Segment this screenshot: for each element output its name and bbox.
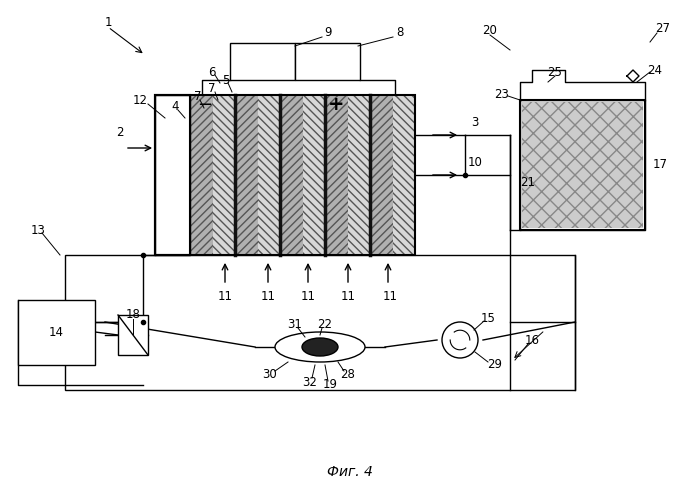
Text: 11: 11 [382, 290, 398, 304]
Text: 4: 4 [172, 101, 178, 114]
Ellipse shape [275, 332, 365, 362]
Text: 11: 11 [340, 290, 356, 304]
Bar [65, 255, 575, 390]
Text: 7: 7 [195, 89, 202, 102]
Text: 27: 27 [655, 21, 671, 35]
Text: 16: 16 [524, 333, 540, 346]
Text: 6: 6 [209, 65, 216, 79]
Bar [295, 43, 360, 80]
Text: Фиг. 4: Фиг. 4 [327, 465, 373, 479]
Bar [118, 315, 148, 355]
Bar [325, 95, 347, 255]
Text: 8: 8 [396, 26, 404, 40]
Text: 12: 12 [132, 94, 148, 106]
Text: 15: 15 [481, 311, 496, 325]
Text: 24: 24 [648, 63, 662, 77]
Text: 2: 2 [116, 126, 124, 140]
Text: 25: 25 [547, 65, 562, 79]
Bar [520, 100, 645, 230]
Text: 23: 23 [495, 88, 510, 102]
Ellipse shape [302, 338, 338, 356]
Bar [230, 43, 295, 80]
Text: 13: 13 [31, 224, 46, 237]
Bar [520, 100, 645, 230]
Bar [190, 95, 415, 255]
Text: 5: 5 [223, 74, 230, 86]
Text: 11: 11 [260, 290, 276, 304]
Bar [155, 95, 190, 255]
Bar [393, 95, 415, 255]
Text: 32: 32 [302, 375, 317, 388]
Text: 18: 18 [125, 308, 141, 322]
Bar [280, 95, 302, 255]
Text: 20: 20 [482, 23, 498, 37]
Bar [258, 95, 280, 255]
Text: 29: 29 [487, 359, 503, 371]
Bar [213, 95, 235, 255]
Text: 10: 10 [468, 157, 482, 169]
Text: 3: 3 [471, 117, 479, 129]
Text: 19: 19 [323, 379, 337, 391]
Text: −: − [197, 96, 213, 114]
Text: 31: 31 [288, 319, 302, 331]
Bar [18, 300, 95, 365]
Text: +: + [328, 96, 344, 115]
Text: 28: 28 [341, 368, 356, 382]
Text: 11: 11 [300, 290, 316, 304]
Text: 30: 30 [262, 368, 277, 382]
Text: 22: 22 [318, 319, 332, 331]
Text: 21: 21 [521, 176, 536, 188]
Bar [347, 95, 370, 255]
Bar [155, 95, 190, 255]
Text: 1: 1 [104, 16, 112, 28]
Text: 11: 11 [218, 290, 232, 304]
Bar [155, 95, 415, 255]
Text: 14: 14 [48, 325, 64, 339]
Bar [522, 102, 643, 228]
Bar [302, 95, 325, 255]
Bar [190, 95, 213, 255]
Bar [235, 95, 258, 255]
Circle shape [442, 322, 478, 358]
Text: 9: 9 [324, 26, 332, 40]
Text: 7: 7 [209, 81, 216, 95]
Text: 17: 17 [653, 159, 668, 171]
Bar [370, 95, 393, 255]
